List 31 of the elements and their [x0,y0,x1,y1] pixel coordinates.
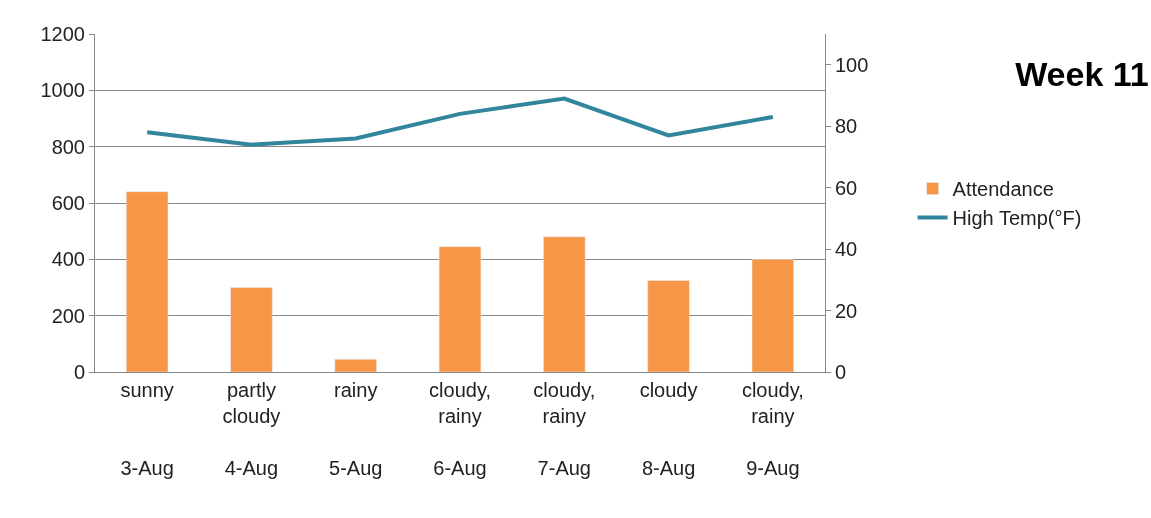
category-label: cloudy 8-Aug [639,379,698,479]
legend-label: High Temp(°F) [952,207,1082,230]
category-label: rainy 5-Aug [329,379,383,479]
y-tick-label: 600 [51,192,85,214]
bar [126,191,169,372]
category-label: cloudy, rainy 9-Aug [741,379,804,479]
y-tick-label: 400 [51,248,85,271]
y-tick-label: 1200 [40,23,85,45]
y-tick-label: 0 [73,361,85,383]
y2-tick-label: 60 [835,176,858,199]
y-tick-label: 800 [51,135,85,158]
bar [438,246,482,372]
category-label: sunny 3-Aug [120,379,174,479]
text: Week 11 [1015,54,1149,93]
bar [230,287,273,372]
bar [543,236,586,372]
category-label: partly cloudy 4-Aug [222,379,281,479]
legend-label: Attendance [952,178,1054,201]
y-tick-label: 1000 [40,79,85,102]
y2-tick-label: 40 [835,238,858,261]
bar [751,259,794,372]
bar [334,359,377,372]
category-label: cloudy, rainy 7-Aug [533,379,596,479]
bar [647,280,690,372]
category-label: cloudy, rainy 6-Aug [429,379,491,479]
y2-tick-label: 20 [835,299,858,322]
y2-tick-label: 80 [835,115,858,138]
line-series [145,96,775,147]
y2-tick-label: 100 [835,53,869,76]
y-tick-label: 200 [51,304,85,327]
y2-tick-label: 0 [835,361,847,383]
